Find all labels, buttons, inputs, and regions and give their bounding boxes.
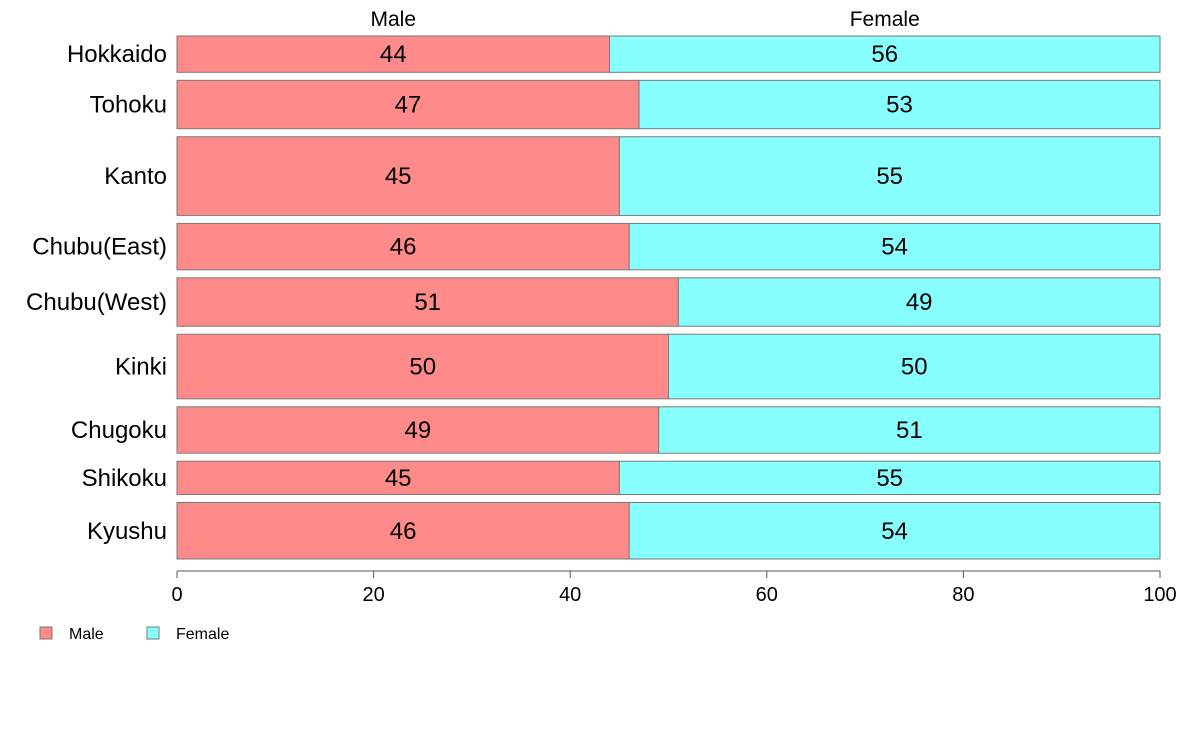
data-label-kanto-female: 55 <box>876 163 903 190</box>
bar-hokkaido-male <box>176 35 611 73</box>
legend: Male Female <box>39 626 229 643</box>
bar-chugoku-female <box>658 406 1161 454</box>
category-label-chubu-west: Chubu(West) <box>26 289 167 316</box>
x-tick-label-40: 40 <box>559 584 581 606</box>
bar-chugoku-male <box>176 406 660 454</box>
bar-tohoku-female <box>638 79 1161 130</box>
legend-label-male: Male <box>69 626 104 643</box>
category-label-hokkaido: Hokkaido <box>67 41 167 68</box>
category-label-chubu-east: Chubu(East) <box>32 234 167 261</box>
bars: 44 56 47 53 45 55 46 54 51 49 50 50 49 51 45 55 46 54 <box>176 35 1161 560</box>
data-label-kinki-male: 50 <box>409 354 436 381</box>
category-label-kanto: Kanto <box>104 163 167 190</box>
data-label-kyushu-female: 54 <box>881 518 908 545</box>
x-tick-label-0: 0 <box>171 584 182 606</box>
bar-chubu-west-female <box>677 277 1161 327</box>
bar-kanto-female <box>618 136 1161 216</box>
data-label-hokkaido-female: 56 <box>871 41 898 68</box>
data-label-chubu-east-male: 46 <box>390 234 417 261</box>
category-label-shikoku: Shikoku <box>82 465 167 492</box>
data-label-chugoku-male: 49 <box>404 417 431 444</box>
data-label-tohoku-male: 47 <box>395 92 422 119</box>
legend-label-female: Female <box>176 626 229 643</box>
bar-kinki-female <box>668 333 1161 400</box>
x-tick-label-80: 80 <box>952 584 974 606</box>
category-label-kinki: Kinki <box>115 354 167 381</box>
bar-chubu-east-female <box>628 222 1161 271</box>
data-label-kinki-female: 50 <box>901 354 928 381</box>
data-label-chubu-west-male: 51 <box>414 289 441 316</box>
x-tick-label-100: 100 <box>1143 584 1176 606</box>
x-tick-label-20: 20 <box>362 584 384 606</box>
category-label-chugoku: Chugoku <box>71 417 167 444</box>
bar-shikoku-female <box>618 460 1161 496</box>
bar-hokkaido-female <box>609 35 1161 73</box>
data-label-chugoku-female: 51 <box>896 417 923 444</box>
x-tick-label-60: 60 <box>756 584 778 606</box>
data-label-shikoku-male: 45 <box>385 465 412 492</box>
category-label-tohoku: Tohoku <box>90 92 167 119</box>
data-label-tohoku-female: 53 <box>886 92 913 119</box>
data-label-chubu-east-female: 54 <box>881 234 908 261</box>
data-label-kyushu-male: 46 <box>390 518 417 545</box>
column-header-female: Female <box>850 8 920 31</box>
legend-swatch-male <box>39 626 53 640</box>
bar-kyushu-male <box>176 502 630 560</box>
data-label-shikoku-female: 55 <box>876 465 903 492</box>
legend-swatch-female <box>146 626 160 640</box>
column-headers: Male Female <box>370 8 919 31</box>
data-label-chubu-west-female: 49 <box>906 289 933 316</box>
category-label-kyushu: Kyushu <box>87 518 167 545</box>
data-label-hokkaido-male: 44 <box>380 41 407 68</box>
bar-chubu-west-male <box>176 277 679 327</box>
bar-tohoku-male <box>176 79 640 130</box>
bar-chubu-east-male <box>176 222 630 271</box>
x-axis: 0 20 40 60 80 100 <box>171 570 1177 606</box>
data-label-kanto-male: 45 <box>385 163 412 190</box>
category-labels: Hokkaido Tohoku Kanto Chubu(East) Chubu(West… <box>26 41 167 545</box>
bar-kanto-male <box>176 136 620 216</box>
column-header-male: Male <box>370 8 416 31</box>
bar-kyushu-female <box>628 502 1161 560</box>
